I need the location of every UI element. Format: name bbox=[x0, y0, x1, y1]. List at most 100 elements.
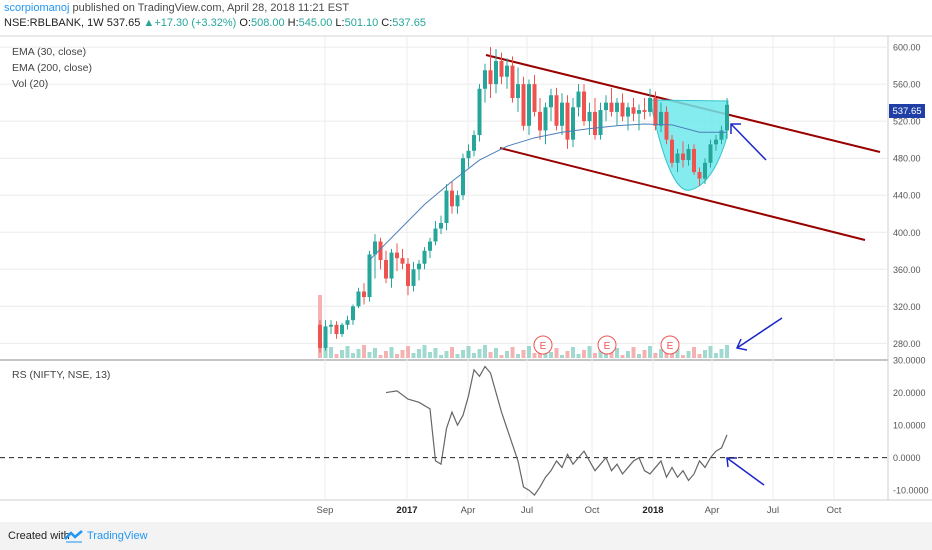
candle-body bbox=[527, 84, 531, 126]
candle-body bbox=[356, 291, 361, 307]
ema-30-line bbox=[369, 123, 727, 261]
rs-axis-labels: -10.0000 0.0000 10.0000 20.0000 30.0000 bbox=[893, 356, 929, 496]
volume-bar bbox=[455, 354, 460, 358]
candle-body bbox=[582, 91, 586, 122]
volume-bar bbox=[389, 347, 394, 358]
volume-bar bbox=[554, 348, 559, 358]
candle-body bbox=[692, 148, 696, 173]
time-tick-label: 2018 bbox=[642, 505, 663, 516]
candle-body bbox=[389, 252, 394, 279]
author-link[interactable]: scorpiomanoj bbox=[4, 2, 70, 14]
candle-body bbox=[703, 162, 707, 179]
volume-bar bbox=[576, 354, 581, 358]
candle-body bbox=[560, 102, 564, 126]
volume-bar bbox=[565, 351, 570, 358]
price-tick-label: 520.00 bbox=[893, 117, 921, 127]
candle-body bbox=[450, 190, 454, 207]
volume-bar bbox=[395, 354, 399, 358]
time-tick-label: Oct bbox=[827, 505, 842, 516]
arrow-head-icon bbox=[735, 338, 748, 351]
legend-volume[interactable]: Vol (20) bbox=[12, 78, 48, 90]
volume-bar bbox=[670, 352, 674, 358]
earnings-marker[interactable]: E bbox=[660, 335, 680, 355]
tradingview-link[interactable]: TradingView bbox=[87, 530, 148, 542]
volume-bar bbox=[345, 346, 350, 358]
volume-bar bbox=[444, 351, 449, 358]
candle-body bbox=[609, 102, 614, 112]
volume-bar bbox=[560, 355, 564, 358]
earnings-marker[interactable]: E bbox=[597, 335, 617, 355]
volume-bar bbox=[483, 345, 487, 358]
high-value: 545.00 bbox=[298, 17, 333, 29]
candle-body bbox=[510, 65, 515, 99]
candle-body bbox=[472, 135, 476, 151]
volume-bar bbox=[692, 347, 696, 358]
time-tick-label: Apr bbox=[705, 505, 720, 516]
time-tick-label: Sep bbox=[317, 505, 334, 516]
candle-body bbox=[626, 107, 630, 117]
volume-bar bbox=[466, 346, 471, 358]
legend-ema-200[interactable]: EMA (200, close) bbox=[12, 62, 92, 74]
volume-bar bbox=[329, 347, 333, 358]
volume-bar bbox=[532, 353, 537, 358]
candle-body bbox=[664, 111, 669, 140]
volume-bar bbox=[411, 353, 416, 358]
volume-bar bbox=[582, 350, 586, 358]
volume-bar bbox=[609, 352, 614, 358]
candle-body bbox=[604, 102, 608, 111]
volume-bar bbox=[351, 353, 355, 358]
volume-bar bbox=[620, 355, 625, 358]
candle-body bbox=[345, 320, 350, 325]
candle-body bbox=[329, 324, 333, 327]
volume-bar bbox=[373, 348, 377, 358]
arrow-line[interactable] bbox=[730, 123, 767, 161]
volume-bar bbox=[428, 352, 432, 358]
candle-body bbox=[428, 241, 432, 251]
volume-bar bbox=[615, 348, 619, 358]
earnings-marker[interactable]: E bbox=[533, 335, 553, 355]
change-up-icon: ▲ bbox=[143, 17, 155, 29]
symbol-label: NSE:RBLBANK, 1W bbox=[4, 17, 104, 29]
price-tick-label: 360.00 bbox=[893, 265, 921, 275]
volume-bar bbox=[675, 348, 680, 358]
volume-bar bbox=[516, 354, 520, 358]
legend-rs[interactable]: RS (NIFTY, NSE, 13) bbox=[12, 369, 110, 381]
candle-body bbox=[334, 324, 339, 335]
candle-body bbox=[620, 102, 625, 117]
volume-bar bbox=[719, 349, 724, 358]
volume-bar bbox=[725, 345, 729, 358]
candle-body bbox=[642, 110, 647, 112]
volume-bar bbox=[626, 351, 630, 358]
arrow-line[interactable] bbox=[726, 457, 765, 486]
volume-bar bbox=[400, 350, 405, 358]
price-tick-label: 480.00 bbox=[893, 154, 921, 164]
volume-bar bbox=[648, 346, 652, 358]
rs-tick-label: -10.0000 bbox=[893, 486, 929, 496]
volume-bar bbox=[637, 354, 641, 358]
volume-bar bbox=[593, 353, 597, 358]
close-value: 537.65 bbox=[392, 17, 426, 29]
candle-body bbox=[318, 324, 322, 348]
price-chart[interactable]: E E E 280.00 320.00 360.00 400.00 440.00 480.… bbox=[0, 0, 932, 522]
volume-bar bbox=[433, 348, 438, 358]
price-tick-label: 400.00 bbox=[893, 228, 921, 238]
candle-body bbox=[538, 111, 542, 131]
time-tick-label: Oct bbox=[585, 505, 600, 516]
channel-lower-line[interactable] bbox=[499, 147, 866, 241]
volume-bar bbox=[417, 349, 421, 358]
low-value: 501.10 bbox=[344, 17, 379, 29]
close-label: C: bbox=[381, 17, 393, 29]
time-tick-label: Jul bbox=[767, 505, 779, 516]
legend-ema-30[interactable]: EMA (30, close) bbox=[12, 46, 86, 58]
ohlc-bar: NSE:RBLBANK, 1W 537.65 ▲+17.30 (+3.32%) … bbox=[4, 17, 426, 29]
volume-bar bbox=[494, 348, 498, 358]
last-price-tag: 537.65 bbox=[892, 106, 921, 117]
price-tick-label: 440.00 bbox=[893, 191, 921, 201]
candle-body bbox=[631, 107, 636, 114]
volume-bar bbox=[362, 345, 366, 358]
annotation-arrows bbox=[726, 123, 783, 486]
volume-bar bbox=[642, 350, 647, 358]
svg-text:E: E bbox=[540, 341, 547, 352]
arrow-line[interactable] bbox=[736, 317, 783, 349]
candle-body bbox=[351, 306, 355, 321]
